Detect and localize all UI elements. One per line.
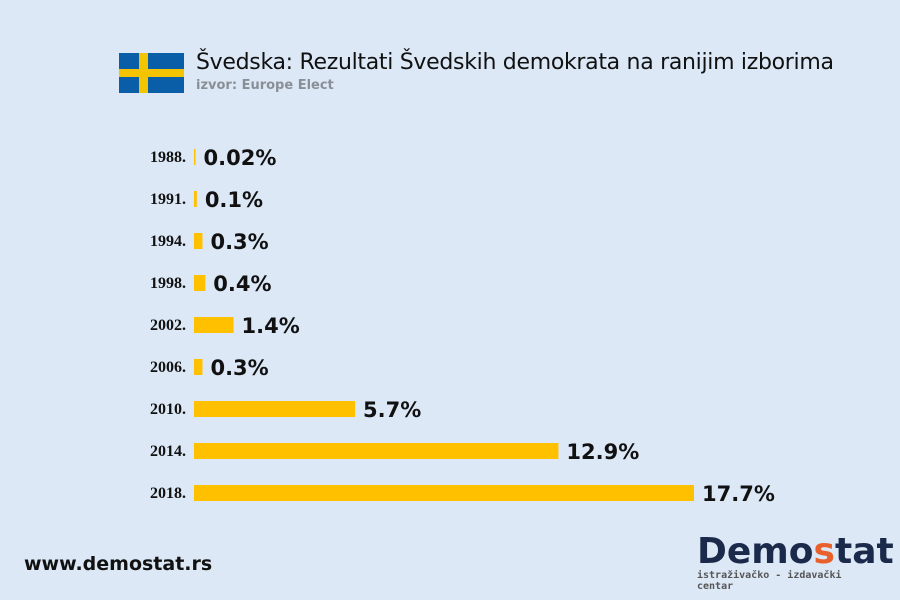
category-label: 2018. [150,485,186,502]
data-label: 12.9% [566,440,639,464]
bar [194,275,206,291]
data-label: 1.4% [242,314,300,338]
bar [194,401,356,417]
data-label: 0.3% [210,230,268,254]
category-label: 1991. [150,191,186,208]
data-label: 0.4% [213,272,271,296]
bar [194,149,196,165]
data-label: 0.1% [205,188,263,212]
bar [194,359,203,375]
data-label: 0.02% [204,146,277,170]
bar [194,317,234,333]
data-label: 0.3% [210,356,268,380]
category-label: 2014. [150,443,186,460]
chart-source: izvor: Europe Elect [196,78,334,93]
data-label: 17.7% [702,482,775,506]
category-label: 2006. [150,359,186,376]
sweden-flag-icon [119,53,184,93]
category-label: 2002. [150,317,186,334]
bar [194,233,203,249]
bar [194,443,559,459]
website-link[interactable]: www.demostat.rs [24,553,213,575]
category-label: 1988. [150,149,186,166]
data-label: 5.7% [363,398,421,422]
bar [194,191,197,207]
bar [194,485,694,501]
category-label: 2010. [150,401,186,418]
demostat-logo: Demostat istraživačko - izdavački centar [697,531,894,593]
chart-title: Švedska: Rezultati Švedskih demokrata na… [196,50,834,75]
category-label: 1994. [150,233,186,250]
category-label: 1998. [150,275,186,292]
